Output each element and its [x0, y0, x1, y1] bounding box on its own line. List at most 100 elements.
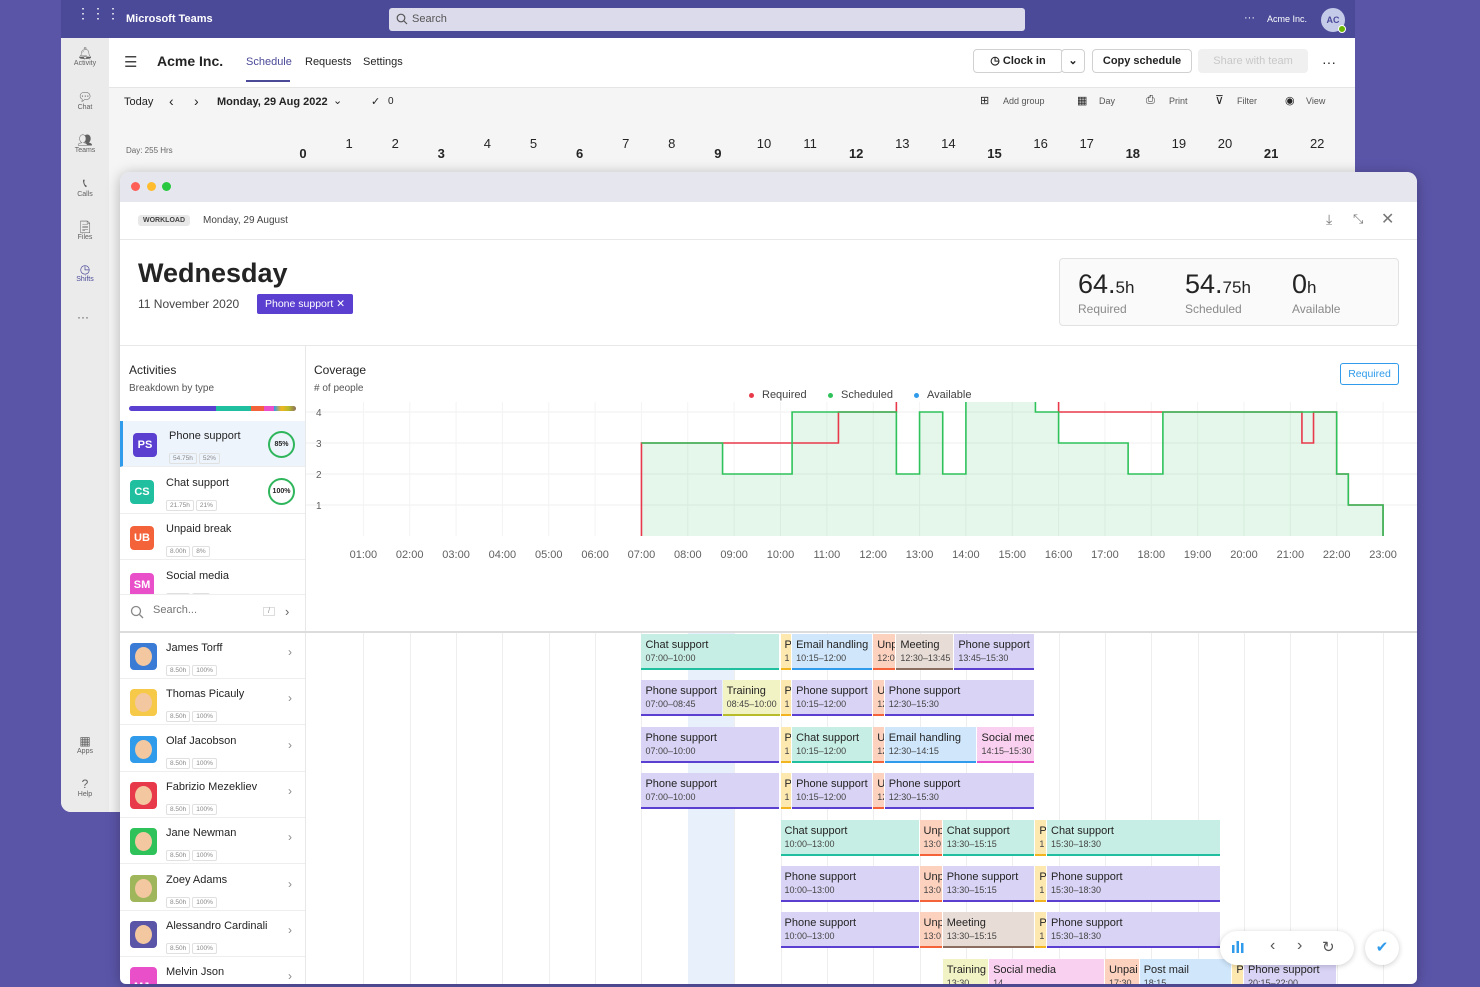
close-icon[interactable]: ✕	[1381, 211, 1395, 228]
refresh-icon[interactable]: ↻	[1322, 939, 1335, 956]
shift-block[interactable]: Chat support 10:15–12:00	[792, 726, 873, 763]
person-row[interactable]: Alessandro Cardinali 8.50h 100% ›	[120, 911, 305, 957]
shift-block[interactable]: Unp 13:0	[919, 912, 942, 949]
today-button[interactable]: Today	[124, 96, 154, 108]
next-icon[interactable]: ›	[194, 93, 199, 109]
day-view-button[interactable]: Day	[1099, 96, 1116, 106]
shift-block[interactable]: Unp 13:0	[919, 866, 942, 902]
rail-calls[interactable]: 📞︎ Calls	[61, 176, 109, 198]
tab-requests[interactable]: Requests	[305, 56, 352, 68]
activity-item[interactable]: SM Social media 5.75h6%	[120, 561, 305, 594]
shift-block[interactable]: Chat support 15:30–18:30	[1047, 819, 1220, 856]
person-row[interactable]: Fabrizio Mezekliev 8.50h 100% ›	[120, 772, 305, 818]
download-icon[interactable]: ⤓	[1326, 211, 1333, 227]
rail-files[interactable]: 📄︎ Files	[61, 220, 109, 241]
person-row[interactable]: MJ Melvin Json ›	[120, 957, 305, 984]
chevron-right-icon[interactable]: ›	[288, 737, 292, 752]
chevron-down-icon[interactable]: ⌄	[333, 95, 343, 107]
shift-block[interactable]: Training 08:45–10:00	[722, 680, 780, 717]
shift-block[interactable]: Chat support 07:00–10:00	[641, 634, 780, 670]
people-search-input[interactable]	[153, 604, 253, 616]
filter-button[interactable]: Filter	[1237, 96, 1257, 106]
chevron-right-icon[interactable]: ›	[288, 645, 292, 659]
shift-block[interactable]: Post mail 18:15	[1139, 958, 1232, 984]
chevron-right-icon[interactable]: ›	[288, 691, 292, 706]
prev-icon[interactable]: ‹	[1270, 937, 1276, 954]
shift-block[interactable]: Email handling 12:30–14:15	[884, 726, 977, 763]
shift-block[interactable]: P1	[780, 634, 792, 670]
rail-help[interactable]: ? Help	[61, 777, 109, 798]
minimize-window-dot[interactable]	[147, 182, 156, 191]
shift-block[interactable]: Meeting 13:30–15:15	[942, 912, 1035, 949]
rail-teams[interactable]: 👥︎ Teams	[61, 133, 109, 154]
shift-block[interactable]: P1	[1035, 912, 1046, 949]
person-row[interactable]: James Torff 8.50h 100% ›	[120, 633, 305, 679]
activity-item[interactable]: PS Phone support 54.75h 52% 85%	[120, 421, 305, 467]
shift-block[interactable]: Phone support 12:30–15:30	[884, 680, 1035, 717]
shift-block[interactable]: Meeting 12:30–13:45	[896, 634, 954, 670]
maximize-window-dot[interactable]	[162, 182, 171, 191]
chevron-right-icon[interactable]: ›	[288, 876, 292, 891]
person-row[interactable]: Thomas Picauly 8.50h 100% ›	[120, 679, 305, 726]
clock-in-button[interactable]: ◷ Clock in	[973, 49, 1063, 73]
shift-block[interactable]: Training 13:30	[942, 958, 989, 984]
shift-block[interactable]: Phone support 13:30–15:15	[942, 866, 1035, 902]
more-icon[interactable]: ···	[1244, 12, 1255, 24]
shift-block[interactable]: Phone support 07:00–10:00	[641, 773, 780, 810]
more-options-icon[interactable]: ···	[1322, 54, 1336, 70]
shift-block[interactable]: P1	[780, 773, 792, 810]
chevron-right-icon[interactable]: ›	[288, 969, 292, 984]
person-row[interactable]: Zoey Adams 8.50h 100% ›	[120, 865, 305, 911]
prev-icon[interactable]: ‹	[169, 93, 174, 109]
shift-block[interactable]: P	[1232, 958, 1243, 984]
collapse-icon[interactable]: ⤡	[1353, 211, 1364, 226]
search-input[interactable]: Search	[389, 8, 1025, 31]
date-picker[interactable]: Monday, 29 Aug 2022	[217, 96, 328, 108]
shift-block[interactable]: Unpai 17:30	[1104, 958, 1139, 984]
chevron-right-icon[interactable]: ›	[288, 783, 292, 798]
app-launcher-icon[interactable]: ⋮⋮⋮	[76, 5, 121, 21]
tab-schedule[interactable]: Schedule	[246, 56, 292, 68]
required-toggle-button[interactable]: Required	[1340, 363, 1399, 385]
rail-activity[interactable]: 🔔︎ Activity	[61, 46, 109, 67]
shift-block[interactable]: P1	[780, 680, 792, 717]
shift-block[interactable]: Phone support 15:30–18:30	[1047, 912, 1220, 949]
clock-in-dropdown[interactable]: ⌄	[1061, 49, 1085, 73]
shift-block[interactable]: Phone support 13:45–15:30	[954, 634, 1035, 670]
share-with-team-button[interactable]: Share with team	[1198, 49, 1308, 73]
shift-block[interactable]: Social med 14:15–15:30	[977, 726, 1035, 763]
rail-chat[interactable]: 💬︎ Chat	[61, 90, 109, 111]
hamburger-icon[interactable]: ☰	[124, 54, 138, 71]
shift-block[interactable]: Phone support 07:00–10:00	[641, 726, 780, 763]
activity-item[interactable]: CS Chat support 21.75h 21% 100%	[120, 468, 305, 514]
shift-block[interactable]: Chat support 10:00–13:00	[780, 819, 919, 856]
shift-block[interactable]: Phone support 12:30–15:30	[884, 773, 1035, 810]
next-icon[interactable]: ›	[1297, 937, 1303, 954]
activity-item[interactable]: UB Unpaid break 8.00h 8%	[120, 514, 305, 560]
person-row[interactable]: Olaf Jacobson 8.50h 100% ›	[120, 726, 305, 772]
shift-block[interactable]: Unp 13:0	[919, 819, 942, 856]
rail-apps[interactable]: ▦ Apps	[61, 734, 109, 755]
view-button[interactable]: View	[1306, 96, 1326, 106]
shift-block[interactable]: P1	[1035, 819, 1046, 856]
shift-block[interactable]: Phone support 10:15–12:00	[792, 680, 873, 717]
rail-more-icon[interactable]: ···	[77, 310, 89, 324]
chip-close-icon[interactable]: ✕	[336, 298, 346, 310]
chevron-right-icon[interactable]: ›	[288, 922, 292, 937]
shift-block[interactable]: Email handling 10:15–12:00	[792, 634, 873, 670]
shift-block[interactable]: Social media 14	[989, 958, 1104, 984]
filter-chip[interactable]: Phone support ✕	[257, 294, 354, 314]
shift-block[interactable]: P1	[780, 726, 792, 763]
confirm-button[interactable]: ✔	[1365, 931, 1399, 965]
shift-block[interactable]: Phone support 07:00–08:45	[641, 680, 722, 717]
close-window-dot[interactable]	[131, 182, 140, 191]
add-group-button[interactable]: Add group	[1003, 96, 1045, 106]
print-button[interactable]: Print	[1169, 96, 1188, 106]
shift-block[interactable]: Phone support 10:15–12:00	[792, 773, 873, 810]
shift-block[interactable]: Phone support 10:00–13:00	[780, 912, 919, 949]
chevron-right-icon[interactable]: ›	[288, 830, 292, 845]
